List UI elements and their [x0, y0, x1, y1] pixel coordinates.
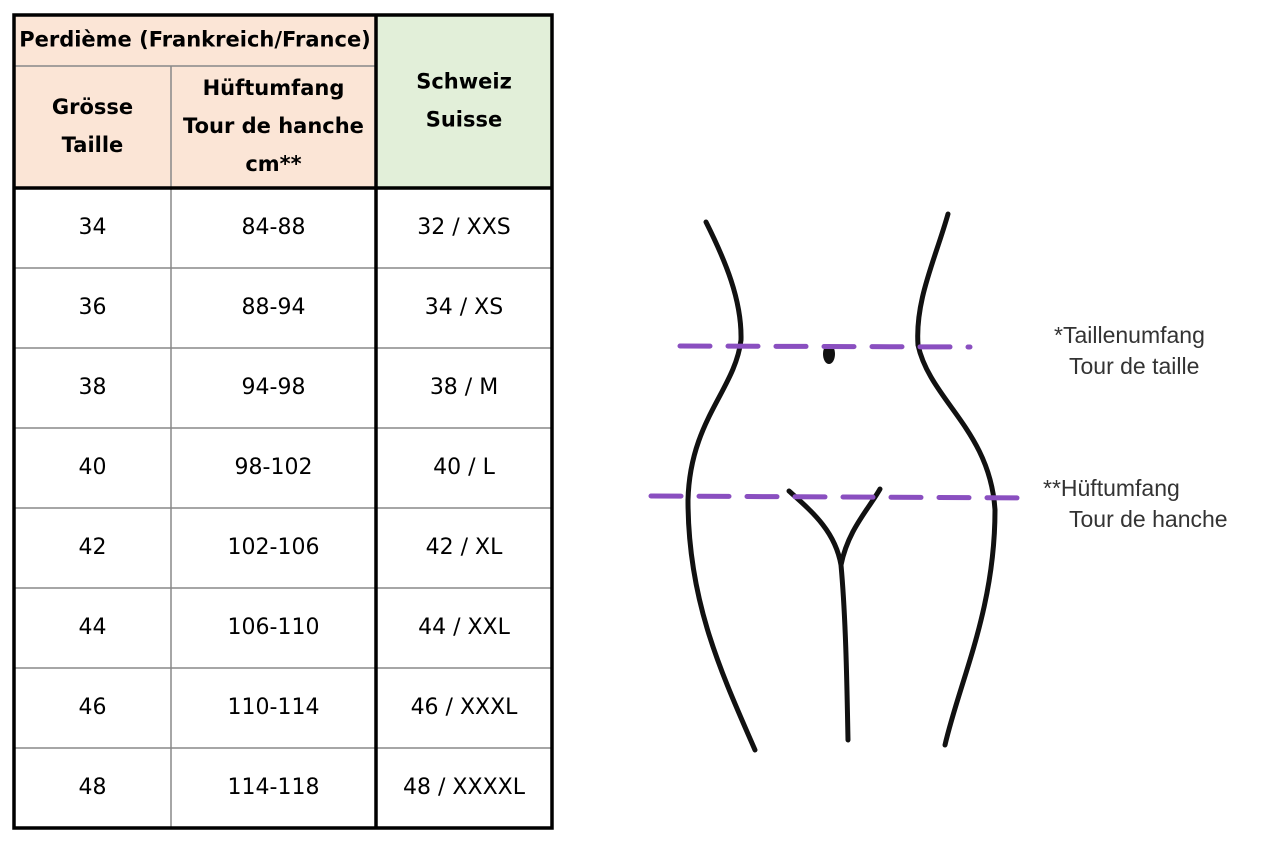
table-cell: 46	[79, 695, 107, 720]
table-cell: 34 / XS	[425, 295, 503, 320]
column-header: cm**	[245, 152, 301, 176]
leg-line	[838, 562, 851, 743]
table-cell: 34	[79, 215, 107, 240]
header-bg-fr	[14, 15, 376, 188]
column-header: Schweiz	[416, 70, 512, 94]
hip-line	[648, 493, 1035, 501]
table-cell: 102-106	[228, 535, 320, 560]
table-cell: 98-102	[235, 455, 313, 480]
table-cell: 36	[79, 295, 107, 320]
group-header: Perdième (Frankreich/France)	[19, 28, 371, 52]
column-header: Suisse	[426, 108, 503, 132]
table-grid	[12, 13, 554, 830]
table-cell: 40 / L	[433, 455, 495, 480]
table-cell: 110-114	[228, 695, 320, 720]
table-cell: 40	[79, 455, 107, 480]
waist-label: Tour de taille	[1069, 353, 1199, 379]
table-cell: 38	[79, 375, 107, 400]
table-cell: 38 / M	[430, 375, 498, 400]
crotch-line	[786, 486, 883, 566]
column-header: Tour de hanche	[183, 114, 364, 138]
table-cell: 42	[79, 535, 107, 560]
body-outline-right	[915, 211, 998, 748]
hip-label: **Hüftumfang	[1043, 475, 1180, 501]
body-illustration	[648, 211, 1035, 753]
table-cell: 32 / XXS	[417, 215, 511, 240]
body-outline-left	[685, 219, 758, 753]
waist-line	[677, 343, 973, 350]
table-cell: 42 / XL	[426, 535, 503, 560]
column-header: Taille	[62, 133, 124, 157]
table-cell: 106-110	[228, 615, 320, 640]
hip-label: Tour de hanche	[1069, 506, 1228, 532]
column-header: Hüftumfang	[203, 76, 345, 100]
table-cell: 114-118	[228, 775, 320, 800]
table-cell: 44 / XXL	[418, 615, 511, 640]
table-cell: 48	[79, 775, 107, 800]
table-border	[12, 13, 554, 830]
table-cell: 94-98	[242, 375, 306, 400]
table-cell: 44	[79, 615, 107, 640]
column-header: Grösse	[52, 95, 133, 119]
table-text: Perdième (Frankreich/France) Grösse Taille…	[19, 28, 525, 801]
table-cell: 48 / XXXXL	[403, 775, 526, 800]
table-cell: 88-94	[242, 295, 306, 320]
waist-label: *Taillenumfang	[1054, 322, 1205, 348]
table-cell: 46 / XXXL	[411, 695, 519, 720]
table-cell: 84-88	[242, 215, 306, 240]
header-bg-ch	[376, 15, 552, 188]
